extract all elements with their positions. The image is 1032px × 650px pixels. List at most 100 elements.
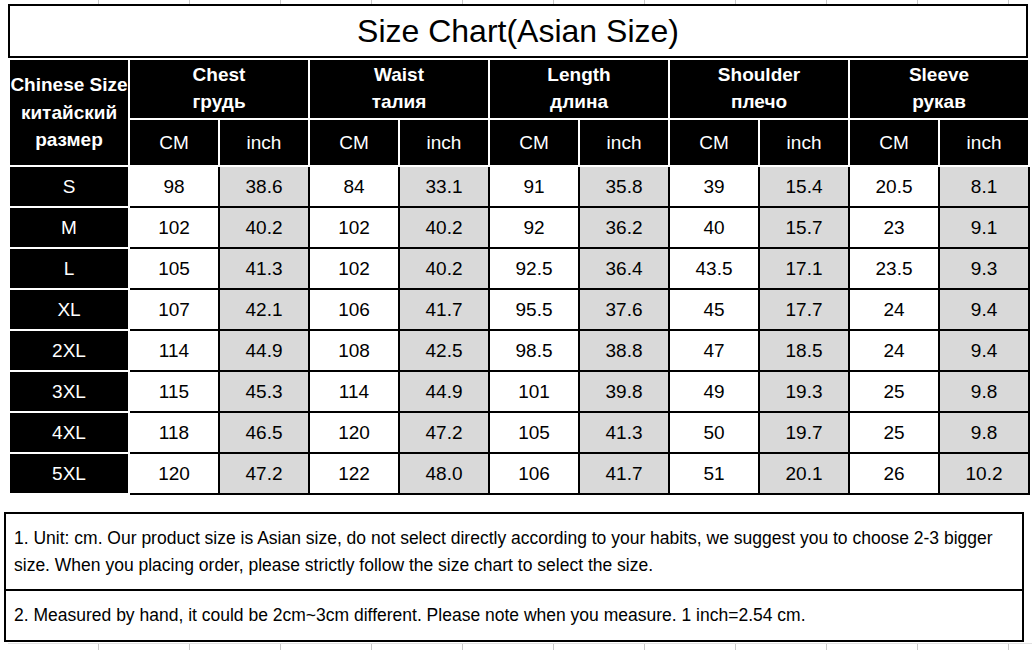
- spreadsheet-gridlines-bottom: [8, 643, 1032, 650]
- inch-value-cell: 47.2: [219, 453, 309, 494]
- inch-value-cell: 41.3: [219, 248, 309, 289]
- inch-value-cell: 38.6: [219, 166, 309, 207]
- cm-value-cell: 106: [309, 289, 399, 330]
- inch-value-cell: 40.2: [219, 207, 309, 248]
- cm-value-cell: 24: [849, 289, 939, 330]
- inch-value-cell: 48.0: [399, 453, 489, 494]
- cm-value-cell: 114: [309, 371, 399, 412]
- cm-value-cell: 40: [669, 207, 759, 248]
- size-table-body: S9838.68433.19135.83915.420.58.1M10240.2…: [9, 166, 1029, 494]
- size-label: 3XL: [9, 371, 129, 412]
- length-label-ru: длина: [490, 89, 668, 116]
- inch-value-cell: 42.5: [399, 330, 489, 371]
- cm-value-cell: 120: [309, 412, 399, 453]
- length-label-en: Length: [490, 62, 668, 89]
- inch-value-cell: 9.1: [939, 207, 1029, 248]
- size-label: L: [9, 248, 129, 289]
- unit-header-row: CM inch CM inch CM inch CM inch CM inch: [9, 119, 1029, 166]
- inch-value-cell: 19.7: [759, 412, 849, 453]
- chart-title: Size Chart(Asian Size): [357, 13, 679, 50]
- inch-value-cell: 17.7: [759, 289, 849, 330]
- cm-value-cell: 101: [489, 371, 579, 412]
- cm-value-cell: 108: [309, 330, 399, 371]
- length-inch-header: inch: [579, 119, 669, 166]
- chest-inch-header: inch: [219, 119, 309, 166]
- inch-value-cell: 40.2: [399, 248, 489, 289]
- inch-value-cell: 41.7: [399, 289, 489, 330]
- inch-value-cell: 38.8: [579, 330, 669, 371]
- inch-value-cell: 36.2: [579, 207, 669, 248]
- cm-value-cell: 92.5: [489, 248, 579, 289]
- cm-value-cell: 25: [849, 371, 939, 412]
- cm-value-cell: 120: [129, 453, 219, 494]
- inch-value-cell: 40.2: [399, 207, 489, 248]
- cm-value-cell: 92: [489, 207, 579, 248]
- group-header-length: Length длина: [489, 59, 669, 119]
- size-label: XL: [9, 289, 129, 330]
- table-row: M10240.210240.29236.24015.7239.1: [9, 207, 1029, 248]
- waist-label-en: Waist: [310, 62, 488, 89]
- inch-value-cell: 46.5: [219, 412, 309, 453]
- waist-label-ru: талия: [310, 89, 488, 116]
- inch-value-cell: 33.1: [399, 166, 489, 207]
- inch-value-cell: 44.9: [219, 330, 309, 371]
- waist-cm-header: CM: [309, 119, 399, 166]
- table-row: 2XL11444.910842.598.538.84718.5249.4: [9, 330, 1029, 371]
- cm-value-cell: 102: [309, 207, 399, 248]
- note-measured-by-hand: 2. Measured by hand, it could be 2cm~3cm…: [4, 589, 1024, 642]
- cm-value-cell: 50: [669, 412, 759, 453]
- chest-label-ru: грудь: [130, 89, 308, 116]
- cm-value-cell: 98: [129, 166, 219, 207]
- table-row: 4XL11846.512047.210541.35019.7259.8: [9, 412, 1029, 453]
- inch-value-cell: 9.8: [939, 412, 1029, 453]
- cm-value-cell: 49: [669, 371, 759, 412]
- cm-value-cell: 51: [669, 453, 759, 494]
- inch-value-cell: 9.8: [939, 371, 1029, 412]
- cm-value-cell: 102: [129, 207, 219, 248]
- cm-value-cell: 98.5: [489, 330, 579, 371]
- note-1-text: 1. Unit: cm. Our product size is Asian s…: [14, 525, 1014, 578]
- cm-value-cell: 114: [129, 330, 219, 371]
- cm-value-cell: 84: [309, 166, 399, 207]
- inch-value-cell: 41.7: [579, 453, 669, 494]
- inch-value-cell: 18.5: [759, 330, 849, 371]
- cm-value-cell: 118: [129, 412, 219, 453]
- cm-value-cell: 45: [669, 289, 759, 330]
- sleeve-inch-header: inch: [939, 119, 1029, 166]
- inch-value-cell: 36.4: [579, 248, 669, 289]
- size-label: 5XL: [9, 453, 129, 494]
- inch-value-cell: 45.3: [219, 371, 309, 412]
- inch-value-cell: 41.3: [579, 412, 669, 453]
- shoulder-label-en: Shoulder: [670, 62, 848, 89]
- size-label: 4XL: [9, 412, 129, 453]
- group-header-sleeve: Sleeve рукав: [849, 59, 1029, 119]
- cm-value-cell: 95.5: [489, 289, 579, 330]
- inch-value-cell: 39.8: [579, 371, 669, 412]
- cm-value-cell: 24: [849, 330, 939, 371]
- group-header-chest: Chest грудь: [129, 59, 309, 119]
- cm-value-cell: 122: [309, 453, 399, 494]
- cm-value-cell: 25: [849, 412, 939, 453]
- shoulder-cm-header: CM: [669, 119, 759, 166]
- cm-value-cell: 115: [129, 371, 219, 412]
- corner-header-chinese-size: Chinese Size китайский размер: [9, 59, 129, 166]
- inch-value-cell: 44.9: [399, 371, 489, 412]
- inch-value-cell: 35.8: [579, 166, 669, 207]
- size-table: Chinese Size китайский размер Chest груд…: [8, 58, 1030, 495]
- size-table-header: Chinese Size китайский размер Chest груд…: [9, 59, 1029, 166]
- inch-value-cell: 17.1: [759, 248, 849, 289]
- sleeve-cm-header: CM: [849, 119, 939, 166]
- chart-title-box: Size Chart(Asian Size): [8, 4, 1028, 58]
- inch-value-cell: 8.1: [939, 166, 1029, 207]
- cm-value-cell: 105: [489, 412, 579, 453]
- chest-cm-header: CM: [129, 119, 219, 166]
- inch-value-cell: 9.4: [939, 289, 1029, 330]
- sleeve-label-ru: рукав: [850, 89, 1028, 116]
- group-header-row: Chinese Size китайский размер Chest груд…: [9, 59, 1029, 119]
- inch-value-cell: 19.3: [759, 371, 849, 412]
- size-label: M: [9, 207, 129, 248]
- cm-value-cell: 39: [669, 166, 759, 207]
- cm-value-cell: 102: [309, 248, 399, 289]
- inch-value-cell: 42.1: [219, 289, 309, 330]
- table-row: XL10742.110641.795.537.64517.7249.4: [9, 289, 1029, 330]
